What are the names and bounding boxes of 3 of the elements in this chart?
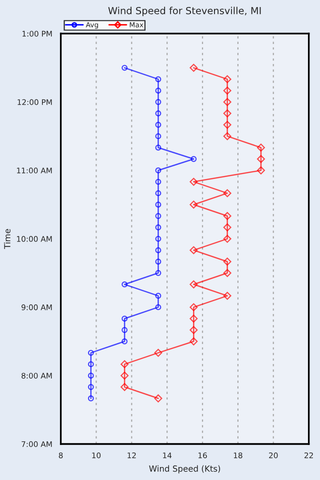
chart-title: Wind Speed for Stevensville, MI xyxy=(108,6,261,16)
y-axis-title: Time xyxy=(4,229,10,250)
x-axis-title: Wind Speed (Kts) xyxy=(149,465,220,474)
